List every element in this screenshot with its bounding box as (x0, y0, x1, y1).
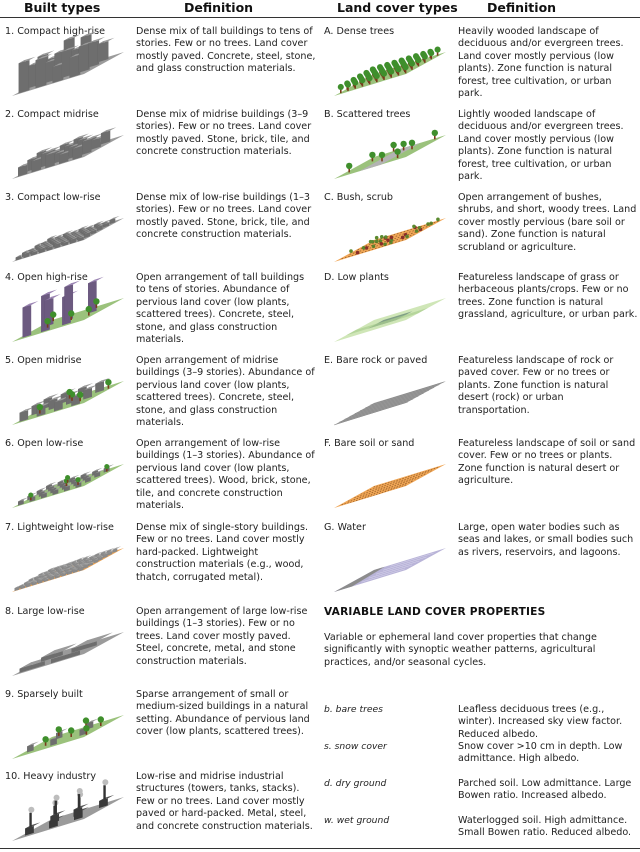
variable-property-definition: Snow cover >10 cm in depth. Low admittan… (458, 741, 623, 765)
built-type-illustration (12, 215, 124, 262)
variable-property-label: d. dry ground (324, 778, 387, 789)
land-cover-illustration (334, 298, 446, 342)
built-type-label: 6. Open low-rise (5, 438, 84, 449)
land-cover-label: G. Water (324, 522, 366, 533)
built-type-label: 4. Open high-rise (5, 272, 88, 283)
land-cover-label: F. Bare soil or sand (324, 438, 415, 449)
built-type-definition: Open arrangement of low-rise buildings (… (136, 438, 315, 512)
built-type-definition: Dense mix of tall buildings to tens of s… (136, 26, 316, 75)
land-cover-definition: Featureless landscape of grass or herbac… (458, 272, 638, 321)
land-cover-illustration (334, 548, 446, 592)
land-cover-label: B. Scattered trees (324, 109, 411, 120)
built-type-label: 3. Compact low-rise (5, 192, 101, 203)
land-cover-definition: Open arrangement of bushes, shrubs, and … (458, 192, 637, 253)
built-type-definition: Sparse arrangement of small or medium-si… (136, 689, 310, 738)
built-type-label: 7. Lightweight low-rise (5, 522, 114, 533)
variable-properties-title: VARIABLE LAND COVER PROPERTIES (324, 606, 546, 618)
header-definition-right: Definition (487, 0, 557, 15)
variable-property-definition: Leafless deciduous trees (e.g., winter).… (458, 704, 623, 740)
built-type-illustration (12, 127, 124, 179)
built-type-definition: Open arrangement of tall buildings to te… (136, 272, 305, 346)
built-type-label: 2. Compact midrise (5, 109, 99, 120)
built-type-illustration (12, 632, 124, 676)
built-type-illustration (12, 546, 124, 592)
built-type-illustration (12, 779, 124, 841)
variable-property-definition: Waterlogged soil. High admittance. Small… (458, 815, 632, 839)
built-type-illustration (12, 276, 124, 342)
built-type-definition: Dense mix of single-story buildings. Few… (136, 522, 308, 583)
sand-ground (334, 464, 446, 508)
land-cover-label: D. Low plants (324, 272, 389, 283)
built-type-definition: Low-rise and midrise industrial structur… (136, 771, 313, 832)
land-cover-illustration (334, 464, 446, 508)
built-type-label: 5. Open midrise (5, 355, 82, 366)
land-cover-definition: Lightly wooded landscape of deciduous an… (458, 109, 624, 183)
variable-properties-intro: Variable or ephemeral land cover propert… (324, 632, 597, 668)
header-built-types: Built types (24, 0, 101, 15)
land-cover-definition: Large, open water bodies such as seas an… (458, 522, 634, 558)
grass-ground (12, 715, 124, 759)
built-type-label: 10. Heavy industry (5, 771, 97, 782)
land-cover-illustration (333, 381, 446, 426)
built-type-definition: Dense mix of midrise buildings (3–9 stor… (136, 109, 312, 158)
land-cover-illustration (334, 129, 446, 179)
land-cover-label: E. Bare rock or paved (324, 355, 428, 366)
built-type-illustration (12, 377, 124, 425)
built-type-label: 8. Large low-rise (5, 606, 85, 617)
pavement-ground (12, 797, 124, 841)
header-rule (0, 17, 640, 18)
land-cover-definition: Featureless landscape of rock or paved c… (458, 355, 614, 416)
land-cover-definition: Featureless landscape of soil or sand co… (458, 438, 636, 487)
built-type-definition: Dense mix of low-rise buildings (1–3 sto… (136, 192, 312, 241)
built-type-label: 1. Compact high-rise (5, 26, 106, 37)
variable-property-label: b. bare trees (324, 704, 383, 715)
built-type-label: 9. Sparsely built (5, 689, 83, 700)
land-cover-definition: Heavily wooded landscape of deciduous an… (458, 26, 624, 100)
variable-property-definition: Parched soil. Low admittance. Large Bowe… (458, 778, 632, 802)
built-type-illustration (12, 463, 124, 508)
built-type-definition: Open arrangement of large low-rise build… (136, 606, 308, 667)
variable-property-label: w. wet ground (324, 815, 390, 826)
land-cover-illustration (334, 46, 446, 96)
header-land-cover-types: Land cover types (337, 0, 458, 15)
land-cover-label: A. Dense trees (324, 26, 395, 37)
built-type-definition: Open arrangement of midrise buildings (3… (136, 355, 315, 429)
variable-property-label: s. snow cover (324, 741, 387, 752)
built-type-illustration (12, 715, 124, 759)
header-definition-left: Definition (184, 0, 254, 15)
land-cover-label: C. Bush, scrub (324, 192, 394, 203)
land-cover-illustration (334, 217, 446, 262)
bottom-rule (0, 848, 640, 849)
built-type-illustration (12, 30, 124, 96)
